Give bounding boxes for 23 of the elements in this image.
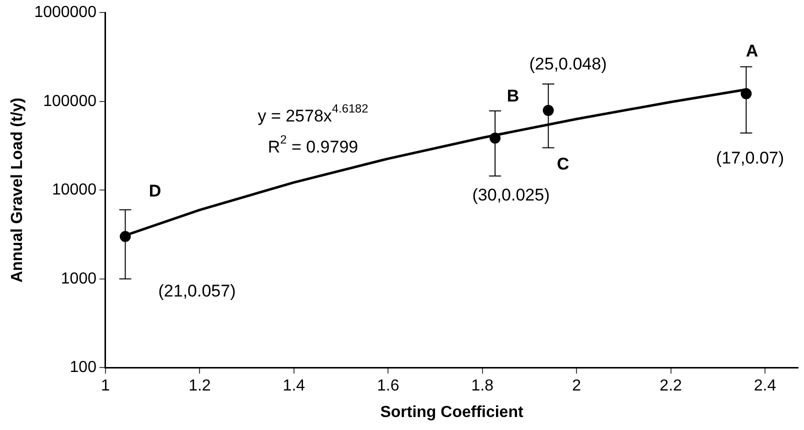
x-tick-label: 2.4 [754, 378, 776, 395]
x-axis-title: Sorting Coefficient [380, 404, 524, 421]
x-tick-label: 2.2 [660, 378, 682, 395]
annotation: C [556, 154, 570, 174]
annotation: B [506, 86, 520, 106]
x-tick-label: 1.4 [282, 378, 306, 395]
y-tick-label: 10000 [52, 182, 97, 199]
annotation: (21,0.057) [158, 282, 236, 301]
x-tick-label: 1.2 [188, 378, 211, 395]
y-tick-label: 1000000 [34, 4, 97, 22]
annotation: (30,0.025) [472, 186, 550, 205]
y-tick-label: 1000 [60, 270, 97, 288]
x-tick-label: 1.8 [471, 378, 494, 395]
y-tick-label: 100000 [43, 92, 97, 110]
annotation: (17,0.07) [716, 148, 784, 168]
x-tick-label: 1 [101, 378, 110, 395]
x-tick-label: 2 [572, 378, 582, 395]
y-axis-title: Annual Gravel Load (t/y) [9, 98, 26, 283]
annotation: A [746, 42, 758, 61]
y-tick-label: 100 [70, 359, 97, 376]
annotation: D [148, 182, 162, 201]
x-tick-label: 1.6 [377, 378, 400, 395]
annotation: (25,0.048) [529, 54, 607, 74]
